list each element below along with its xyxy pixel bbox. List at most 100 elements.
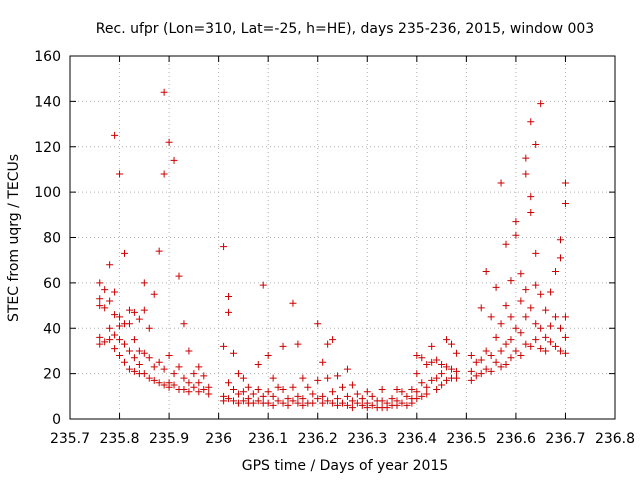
data-point bbox=[299, 395, 307, 403]
data-point bbox=[467, 367, 475, 375]
data-point bbox=[368, 401, 376, 409]
data-point bbox=[279, 386, 287, 394]
data-point bbox=[532, 249, 540, 257]
data-point bbox=[289, 397, 297, 405]
y-tick-label: 80 bbox=[43, 231, 61, 247]
data-point bbox=[408, 399, 416, 407]
data-point bbox=[190, 383, 198, 391]
data-point bbox=[467, 351, 475, 359]
x-tick-label: 236.5 bbox=[446, 431, 486, 447]
data-point bbox=[527, 209, 535, 217]
data-point bbox=[101, 304, 109, 312]
data-point bbox=[160, 365, 168, 373]
data-point bbox=[487, 367, 495, 375]
data-point bbox=[452, 374, 460, 382]
data-point bbox=[106, 297, 114, 305]
data-point bbox=[537, 100, 545, 108]
data-point bbox=[170, 370, 178, 378]
data-point bbox=[294, 392, 302, 400]
data-point bbox=[150, 363, 158, 371]
data-point bbox=[428, 358, 436, 366]
data-point bbox=[537, 290, 545, 298]
data-point bbox=[329, 388, 337, 396]
data-point bbox=[557, 347, 564, 355]
data-point bbox=[547, 288, 555, 296]
axis-ticks bbox=[69, 55, 616, 420]
data-point bbox=[452, 349, 460, 357]
data-point bbox=[96, 340, 104, 348]
data-point bbox=[353, 390, 361, 398]
data-point bbox=[121, 358, 128, 366]
data-point bbox=[155, 358, 163, 366]
data-point bbox=[497, 347, 505, 355]
data-point bbox=[507, 277, 515, 285]
data-point bbox=[502, 240, 510, 248]
data-point bbox=[522, 286, 530, 294]
data-point bbox=[423, 361, 431, 369]
data-point bbox=[130, 354, 138, 362]
data-point bbox=[448, 340, 455, 348]
data-point bbox=[135, 347, 143, 355]
data-point bbox=[348, 381, 356, 389]
data-point bbox=[522, 340, 530, 348]
data-point bbox=[418, 392, 426, 400]
data-point bbox=[130, 336, 138, 344]
data-point bbox=[101, 338, 109, 346]
data-point bbox=[329, 336, 337, 344]
data-point bbox=[512, 347, 520, 355]
x-tick-label: 236.8 bbox=[595, 431, 635, 447]
data-point bbox=[185, 388, 193, 396]
data-point bbox=[502, 361, 510, 369]
data-point bbox=[502, 340, 510, 348]
data-point bbox=[423, 390, 431, 398]
data-point bbox=[294, 340, 302, 348]
data-point bbox=[239, 374, 247, 382]
data-point bbox=[175, 363, 183, 371]
data-point bbox=[264, 388, 272, 396]
data-point bbox=[517, 351, 525, 359]
data-point bbox=[274, 383, 282, 391]
data-point bbox=[413, 388, 421, 396]
data-point bbox=[433, 356, 441, 364]
y-axis-label: STEC from uqrg / TECUs bbox=[6, 154, 22, 322]
data-point bbox=[239, 397, 247, 405]
data-points bbox=[96, 88, 569, 412]
data-point bbox=[527, 342, 535, 350]
data-point bbox=[111, 345, 119, 353]
data-point bbox=[180, 386, 188, 394]
data-point bbox=[497, 320, 505, 328]
data-point bbox=[383, 404, 391, 412]
data-point bbox=[507, 336, 515, 344]
data-point bbox=[284, 395, 292, 403]
data-point bbox=[254, 386, 262, 394]
data-point bbox=[532, 140, 540, 148]
data-point bbox=[304, 383, 312, 391]
data-point bbox=[140, 370, 148, 378]
data-point bbox=[378, 397, 386, 405]
data-point bbox=[269, 392, 277, 400]
data-point bbox=[314, 320, 322, 328]
data-point bbox=[522, 154, 530, 162]
data-point bbox=[561, 349, 569, 357]
data-point bbox=[443, 336, 451, 344]
data-point bbox=[423, 383, 431, 391]
data-point bbox=[160, 88, 168, 96]
data-point bbox=[96, 302, 104, 310]
data-point bbox=[269, 401, 277, 409]
data-point bbox=[433, 386, 441, 394]
data-point bbox=[200, 386, 208, 394]
data-point bbox=[492, 283, 500, 291]
data-point bbox=[180, 320, 188, 328]
data-point bbox=[299, 401, 307, 409]
data-point bbox=[428, 342, 436, 350]
data-point bbox=[220, 397, 228, 405]
data-point bbox=[517, 270, 525, 278]
data-point bbox=[101, 286, 109, 294]
data-point bbox=[225, 395, 233, 403]
data-point bbox=[130, 367, 138, 375]
data-point bbox=[279, 399, 287, 407]
data-point bbox=[96, 333, 104, 341]
data-point bbox=[269, 374, 277, 382]
data-point bbox=[443, 363, 451, 371]
data-point bbox=[145, 354, 153, 362]
